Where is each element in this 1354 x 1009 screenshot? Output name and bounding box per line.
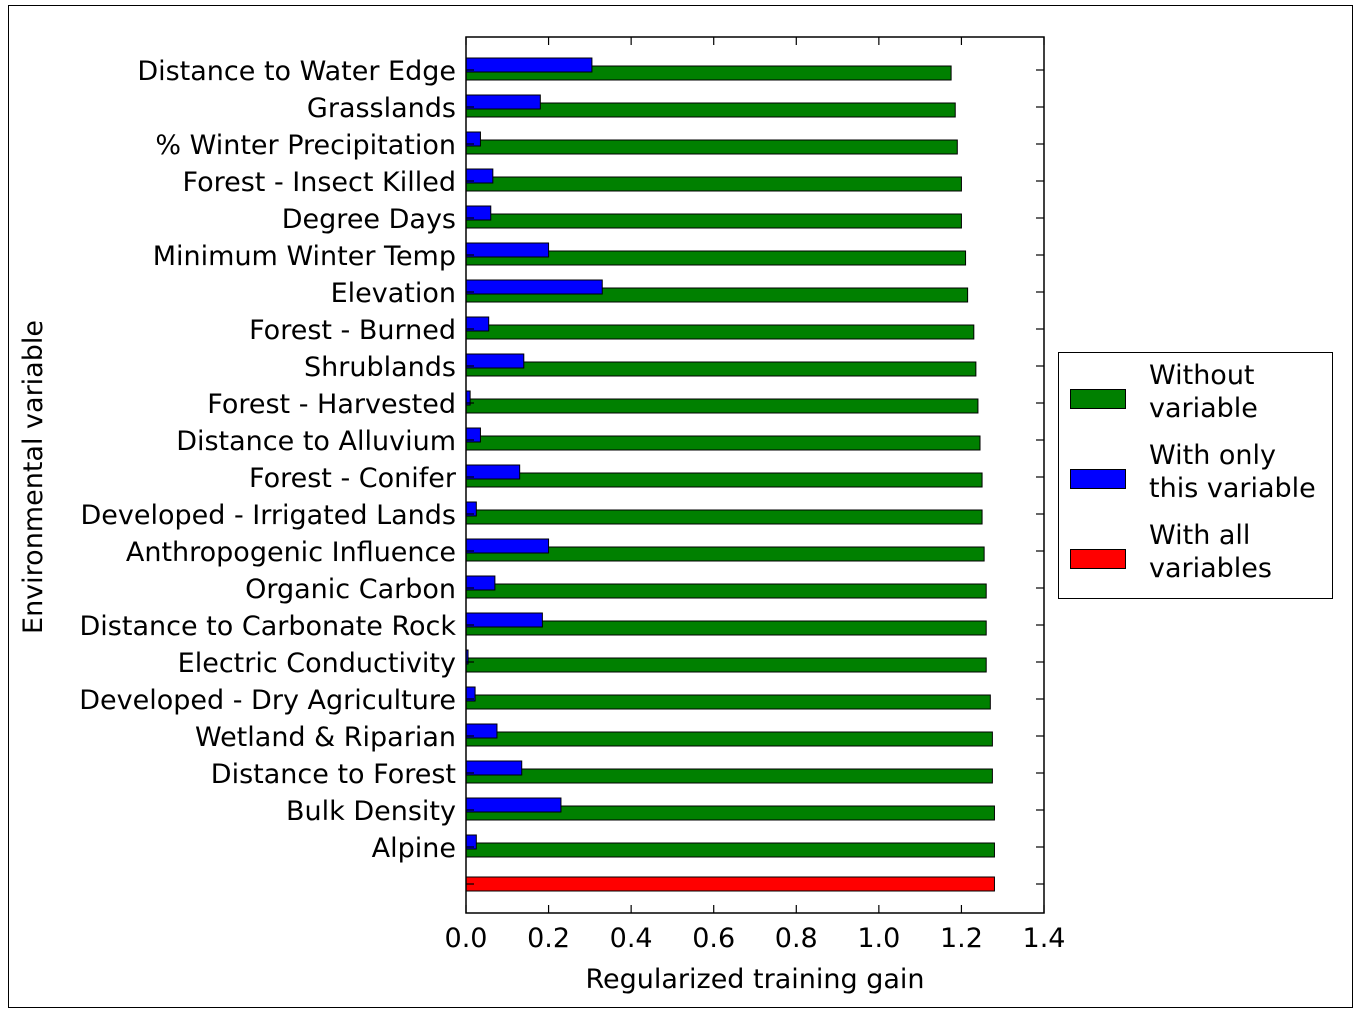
bar-without-distance-to-carbonate-rock: [465, 620, 987, 636]
x-axis-ticks: 0.0 0.2 0.4 0.6 0.8 1.0 1.2 1.4: [445, 37, 1066, 954]
bar-with-all-variables: [465, 876, 995, 892]
figure-frame: [8, 5, 1353, 1008]
category-label: Developed - Dry Agriculture: [79, 685, 456, 716]
bar-only-anthropogenic-influence: [465, 538, 550, 554]
bar-only-shrublands: [465, 353, 525, 369]
category-label: Distance to Forest: [211, 759, 456, 790]
category-label: Minimum Winter Temp: [153, 241, 456, 272]
category-label: Distance to Carbonate Rock: [80, 611, 457, 642]
x-tick-label: 0.6: [692, 923, 735, 954]
y-axis-label: Environmental variable: [18, 320, 49, 634]
bars-layer: [465, 57, 995, 892]
bar-without-organic-carbon: [465, 583, 987, 599]
category-label: Shrublands: [304, 352, 456, 383]
bar-without-forest-burned: [465, 324, 975, 340]
bar-without-electric-conductivity: [465, 657, 987, 673]
bar-without-distance-to-forest: [465, 768, 993, 784]
category-label: Forest - Insect Killed: [183, 167, 457, 198]
bar-without-forest-conifer: [465, 472, 983, 488]
bar-without-forest-harvested: [465, 398, 979, 414]
bar-without-wetland-riparian: [465, 731, 993, 747]
category-label: Forest - Conifer: [249, 463, 457, 494]
category-label: Distance to Alluvium: [176, 426, 456, 457]
bar-only-elevation: [465, 279, 603, 295]
category-label: Forest - Burned: [249, 315, 456, 346]
bar-only-bulk-density: [465, 797, 562, 813]
category-label: Bulk Density: [286, 796, 456, 827]
category-label: Organic Carbon: [245, 574, 456, 605]
category-label: % Winter Precipitation: [155, 130, 456, 161]
category-label: Grasslands: [307, 93, 456, 124]
category-label: Developed - Irrigated Lands: [80, 500, 456, 531]
x-tick-label: 1.4: [1023, 923, 1066, 954]
category-label: Forest - Harvested: [207, 389, 456, 420]
bar-without-developed-dry-agriculture: [465, 694, 991, 710]
bar-only-distance-to-water-edge: [465, 57, 593, 73]
category-label: Anthropogenic Influence: [126, 537, 456, 568]
bar-without-distance-to-alluvium: [465, 435, 981, 451]
legend-swatch: [1070, 469, 1126, 489]
x-tick-label: 1.2: [940, 923, 983, 954]
legend-swatch: [1070, 389, 1126, 409]
legend-swatch: [1070, 549, 1126, 569]
bar-only-distance-to-forest: [465, 760, 523, 776]
x-tick-label: 0.2: [527, 923, 570, 954]
x-axis-label: Regularized training gain: [585, 964, 924, 995]
x-tick-label: 0.4: [610, 923, 653, 954]
bar-without-degree-days: [465, 213, 962, 229]
category-label: Alpine: [372, 833, 456, 864]
category-label: Degree Days: [282, 204, 456, 235]
legend-label: With all variables: [1149, 520, 1272, 584]
bar-only-distance-to-carbonate-rock: [465, 612, 543, 628]
category-label: Electric Conductivity: [178, 648, 456, 679]
bar-without-alpine: [465, 842, 995, 858]
legend-label: With only this variable: [1149, 440, 1316, 504]
bar-without-forest-insect-killed: [465, 176, 962, 192]
x-tick-label: 0.0: [445, 923, 488, 954]
bar-only-minimum-winter-temp: [465, 242, 550, 258]
legend: Without variable With only this variable W…: [1058, 352, 1333, 599]
category-label: Wetland & Riparian: [195, 722, 456, 753]
bar-without-developed-irrigated-lands: [465, 509, 983, 525]
category-label: Elevation: [331, 278, 456, 309]
legend-label: Without variable: [1149, 360, 1258, 424]
bar-only-grasslands: [465, 94, 541, 110]
x-tick-label: 0.8: [775, 923, 818, 954]
category-labels: Distance to Water Edge Grasslands % Winter…: [79, 56, 457, 864]
x-tick-label: 1.0: [857, 923, 900, 954]
plot-area: [465, 36, 1045, 914]
category-label: Distance to Water Edge: [137, 56, 456, 87]
bar-without-shrublands: [465, 361, 977, 377]
bar-without-winter-precipitation: [465, 139, 958, 155]
bar-only-forest-conifer: [465, 464, 521, 480]
